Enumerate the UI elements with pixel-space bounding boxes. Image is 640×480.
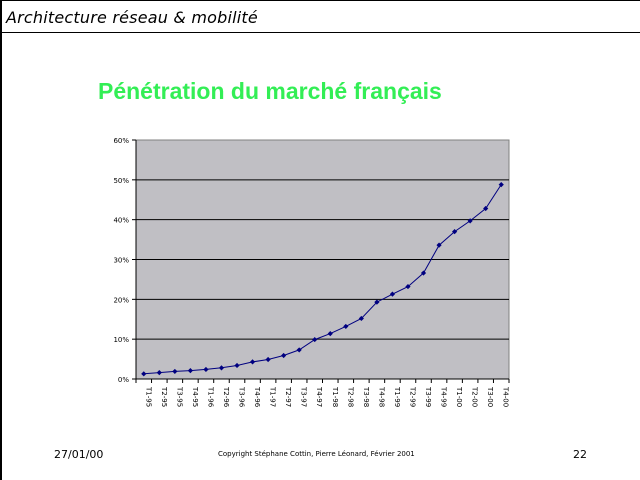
footer-date: 27/01/00 xyxy=(54,448,104,461)
x-tick-label: T1-99 xyxy=(393,386,401,407)
data-point xyxy=(141,371,147,377)
data-point xyxy=(265,356,271,363)
data-point xyxy=(420,270,427,276)
series-line xyxy=(143,184,502,375)
data-point xyxy=(483,205,489,212)
x-tick-label: T3-95 xyxy=(175,386,183,407)
data-point xyxy=(296,347,302,353)
x-tick-label: T3-96 xyxy=(238,386,246,408)
data-point xyxy=(452,229,458,235)
data-point xyxy=(172,368,178,375)
data-point xyxy=(498,182,504,188)
slide-title: Pénétration du marché français xyxy=(98,78,442,104)
slide-frame-left xyxy=(0,0,2,480)
x-tick-label: T2-98 xyxy=(346,386,354,407)
data-point xyxy=(312,336,318,343)
footer-copyright: Copyright Stéphane Cottin, Pierre Léonar… xyxy=(218,450,415,458)
x-tick-label: T4-95 xyxy=(191,386,199,407)
data-point xyxy=(218,365,225,371)
y-tick-label: 40% xyxy=(113,217,129,225)
data-point xyxy=(281,352,287,359)
x-tick-label: T2-96 xyxy=(222,386,230,408)
header-title: Architecture réseau & mobilité xyxy=(6,8,258,27)
x-tick-label: T2-99 xyxy=(408,386,416,407)
data-point xyxy=(343,323,349,330)
data-point xyxy=(187,368,193,374)
x-tick-label: T4-00 xyxy=(502,386,510,407)
header-divider xyxy=(0,32,640,33)
x-tick-label: T3-99 xyxy=(424,386,432,407)
slide-frame-top xyxy=(0,0,640,1)
x-tick-label: T4-98 xyxy=(377,386,385,407)
y-tick-label: 10% xyxy=(113,336,129,344)
data-point xyxy=(156,370,162,376)
x-tick-label: T3-00 xyxy=(486,386,494,407)
y-tick-label: 30% xyxy=(113,257,129,265)
data-point xyxy=(436,242,442,248)
x-tick-label: T4-97 xyxy=(315,386,323,407)
x-tick-label: T3-98 xyxy=(362,386,370,407)
data-point xyxy=(405,283,411,290)
footer-page-number: 22 xyxy=(573,448,587,461)
x-tick-label: T2-97 xyxy=(284,386,292,407)
data-point xyxy=(249,359,256,365)
x-tick-label: T4-96 xyxy=(253,386,261,408)
y-tick-label: 0% xyxy=(118,376,129,384)
x-tick-label: T1-98 xyxy=(331,386,339,407)
data-point xyxy=(234,362,240,369)
x-tick-label: T3-97 xyxy=(300,386,308,407)
x-tick-label: T1-95 xyxy=(144,386,152,407)
data-point xyxy=(358,315,364,322)
y-tick-label: 60% xyxy=(113,137,129,145)
x-tick-label: T1-97 xyxy=(269,386,277,407)
x-tick-label: T1-96 xyxy=(206,386,214,408)
data-point xyxy=(374,299,380,305)
y-tick-label: 20% xyxy=(113,296,129,304)
x-tick-label: T1-00 xyxy=(455,386,463,407)
y-tick-label: 50% xyxy=(113,177,129,185)
data-point xyxy=(389,291,396,297)
data-point xyxy=(327,330,333,337)
data-point xyxy=(203,366,209,373)
x-tick-label: T4-99 xyxy=(440,386,448,407)
x-tick-label: T2-00 xyxy=(471,386,479,407)
x-tick-label: T2-95 xyxy=(160,386,168,407)
data-point xyxy=(467,218,473,224)
